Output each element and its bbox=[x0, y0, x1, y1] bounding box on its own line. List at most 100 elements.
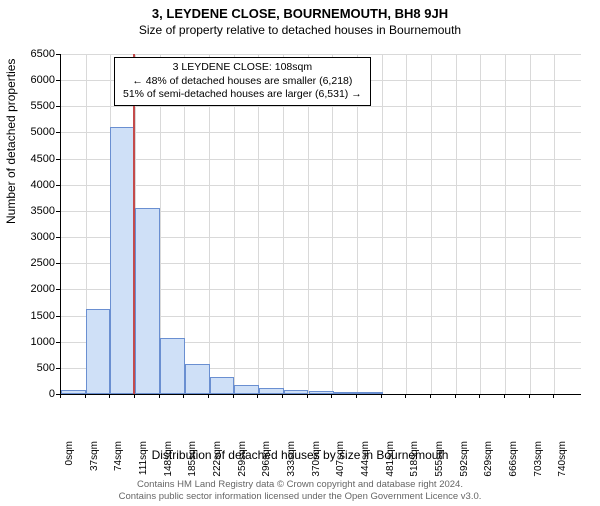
gridline-h bbox=[61, 106, 581, 107]
x-tick-mark bbox=[282, 394, 283, 398]
footer-line-1: Contains HM Land Registry data © Crown c… bbox=[0, 479, 600, 491]
x-tick-mark bbox=[208, 394, 209, 398]
gridline-v bbox=[382, 54, 383, 394]
x-tick-label: 296sqm bbox=[261, 441, 272, 477]
x-tick-mark bbox=[553, 394, 554, 398]
x-tick-mark bbox=[183, 394, 184, 398]
x-tick-label: 185sqm bbox=[187, 441, 198, 477]
x-tick-mark bbox=[307, 394, 308, 398]
x-tick-label: 111sqm bbox=[138, 441, 149, 475]
x-tick-mark bbox=[134, 394, 135, 398]
histogram-bar bbox=[334, 392, 359, 394]
y-tick-mark bbox=[56, 316, 60, 317]
info-line-3: 51% of semi-detached houses are larger (… bbox=[123, 88, 362, 102]
histogram-bar bbox=[160, 338, 185, 394]
x-tick-mark bbox=[455, 394, 456, 398]
y-tick-label: 6500 bbox=[5, 48, 55, 60]
y-tick-label: 3500 bbox=[5, 205, 55, 217]
histogram-bar bbox=[86, 309, 111, 394]
y-tick-label: 2000 bbox=[5, 283, 55, 295]
y-tick-label: 4500 bbox=[5, 153, 55, 165]
chart-subtitle: Size of property relative to detached ho… bbox=[0, 23, 600, 37]
y-tick-label: 0 bbox=[5, 388, 55, 400]
x-tick-label: 333sqm bbox=[286, 441, 297, 477]
x-tick-label: 407sqm bbox=[335, 441, 346, 477]
footer: Contains HM Land Registry data © Crown c… bbox=[0, 479, 600, 503]
y-tick-mark bbox=[56, 159, 60, 160]
x-tick-label: 555sqm bbox=[434, 441, 445, 477]
gridline-v bbox=[530, 54, 531, 394]
histogram-bar bbox=[234, 385, 259, 394]
gridline-v bbox=[431, 54, 432, 394]
x-tick-label: 222sqm bbox=[212, 441, 223, 477]
x-tick-label: 444sqm bbox=[360, 441, 371, 477]
y-tick-label: 1500 bbox=[5, 310, 55, 322]
x-tick-label: 740sqm bbox=[557, 441, 568, 477]
gridline-v bbox=[456, 54, 457, 394]
y-tick-label: 5000 bbox=[5, 126, 55, 138]
histogram-bar bbox=[135, 208, 160, 394]
y-tick-mark bbox=[56, 185, 60, 186]
x-tick-mark bbox=[109, 394, 110, 398]
x-tick-label: 0sqm bbox=[64, 441, 75, 465]
gridline-v bbox=[505, 54, 506, 394]
gridline-h bbox=[61, 185, 581, 186]
y-tick-mark bbox=[56, 54, 60, 55]
y-tick-label: 4000 bbox=[5, 179, 55, 191]
x-tick-label: 666sqm bbox=[508, 441, 519, 477]
info-line-1: 3 LEYDENE CLOSE: 108sqm bbox=[123, 61, 362, 75]
histogram-bar bbox=[309, 391, 334, 394]
y-tick-mark bbox=[56, 237, 60, 238]
x-tick-mark bbox=[85, 394, 86, 398]
x-tick-label: 370sqm bbox=[311, 441, 322, 477]
y-tick-mark bbox=[56, 211, 60, 212]
y-tick-label: 2500 bbox=[5, 257, 55, 269]
x-tick-label: 148sqm bbox=[163, 441, 174, 477]
x-tick-mark bbox=[479, 394, 480, 398]
x-tick-label: 592sqm bbox=[459, 441, 470, 477]
y-tick-mark bbox=[56, 263, 60, 264]
histogram-bar bbox=[61, 390, 86, 394]
footer-line-2: Contains public sector information licen… bbox=[0, 491, 600, 503]
histogram-bar bbox=[210, 377, 235, 394]
histogram-bar bbox=[358, 392, 383, 394]
y-tick-label: 5500 bbox=[5, 100, 55, 112]
y-tick-mark bbox=[56, 132, 60, 133]
x-tick-label: 74sqm bbox=[113, 441, 124, 471]
x-tick-mark bbox=[257, 394, 258, 398]
y-tick-label: 3000 bbox=[5, 231, 55, 243]
x-tick-label: 37sqm bbox=[89, 441, 100, 471]
x-tick-mark bbox=[356, 394, 357, 398]
x-tick-mark bbox=[405, 394, 406, 398]
x-tick-mark bbox=[381, 394, 382, 398]
x-tick-mark bbox=[233, 394, 234, 398]
y-tick-label: 1000 bbox=[5, 336, 55, 348]
gridline-v bbox=[480, 54, 481, 394]
x-tick-mark bbox=[159, 394, 160, 398]
gridline-h bbox=[61, 54, 581, 55]
y-tick-mark bbox=[56, 106, 60, 107]
y-tick-mark bbox=[56, 342, 60, 343]
chart-title: 3, LEYDENE CLOSE, BOURNEMOUTH, BH8 9JH bbox=[0, 6, 600, 21]
info-box: 3 LEYDENE CLOSE: 108sqm ← 48% of detache… bbox=[114, 57, 371, 106]
histogram-bar bbox=[110, 127, 135, 394]
x-tick-label: 481sqm bbox=[385, 441, 396, 477]
x-tick-mark bbox=[331, 394, 332, 398]
x-tick-label: 518sqm bbox=[409, 441, 420, 477]
info-line-2: ← 48% of detached houses are smaller (6,… bbox=[123, 75, 362, 89]
gridline-h bbox=[61, 159, 581, 160]
y-tick-mark bbox=[56, 368, 60, 369]
x-tick-mark bbox=[430, 394, 431, 398]
x-tick-label: 259sqm bbox=[237, 441, 248, 477]
x-tick-label: 703sqm bbox=[533, 441, 544, 477]
y-tick-label: 500 bbox=[5, 362, 55, 374]
y-tick-mark bbox=[56, 289, 60, 290]
histogram-bar bbox=[259, 388, 284, 394]
x-tick-mark bbox=[60, 394, 61, 398]
gridline-h bbox=[61, 132, 581, 133]
histogram-bar bbox=[284, 390, 309, 394]
x-tick-mark bbox=[529, 394, 530, 398]
histogram-bar bbox=[185, 364, 210, 394]
y-tick-label: 6000 bbox=[5, 74, 55, 86]
x-tick-label: 629sqm bbox=[483, 441, 494, 477]
